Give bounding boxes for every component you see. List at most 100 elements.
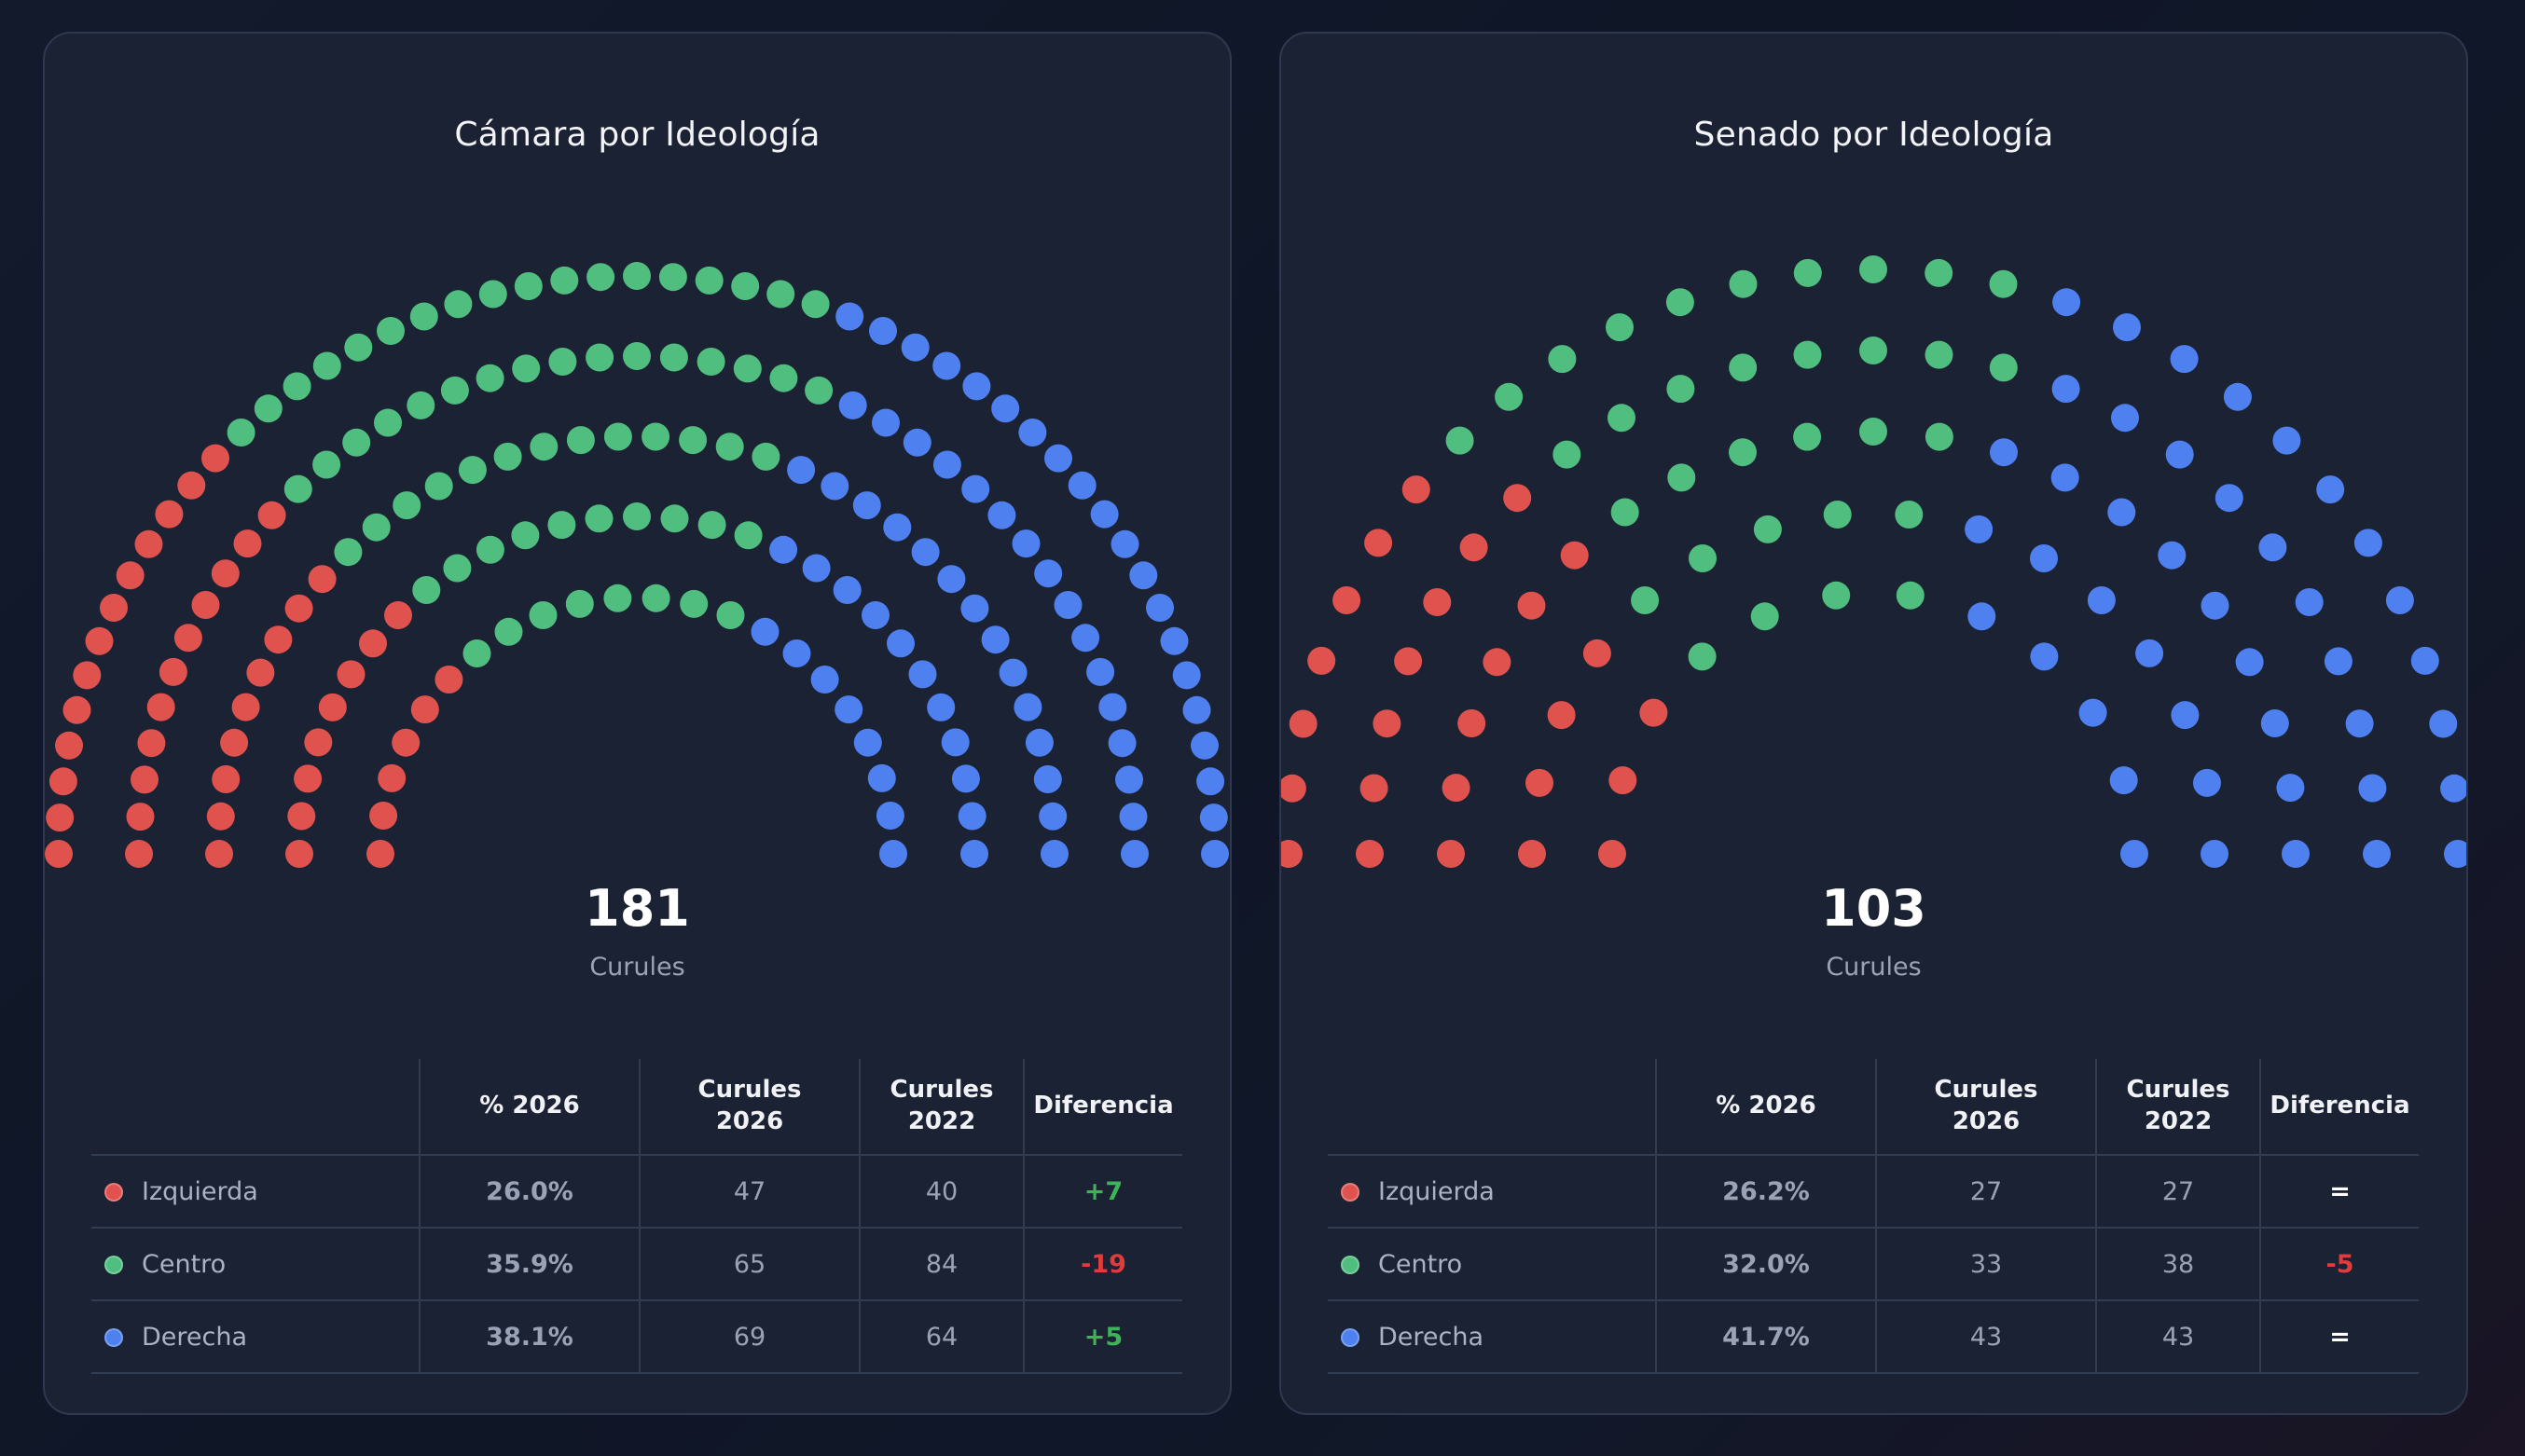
centro-seat bbox=[1859, 418, 1887, 446]
derecha-seat bbox=[1172, 661, 1201, 690]
centro-seat bbox=[734, 521, 763, 550]
derecha-seat bbox=[2276, 774, 2305, 803]
table-header-row: % 2026 Curules 2026 Curules 2022 Diferenci… bbox=[91, 1059, 1182, 1156]
izquierda-seat bbox=[201, 444, 229, 473]
derecha-seat bbox=[927, 693, 956, 721]
pct-cell: 41.7% bbox=[1655, 1300, 1876, 1374]
centro-seat bbox=[512, 354, 541, 383]
izquierda-seat bbox=[1483, 648, 1511, 677]
derecha-seat bbox=[2135, 639, 2164, 667]
izquierda-seat bbox=[45, 840, 73, 868]
table-row: Derecha 41.7% 43 43 = bbox=[1328, 1300, 2419, 1374]
centro-seat bbox=[1925, 258, 1953, 287]
izquierda-seat bbox=[1459, 533, 1488, 562]
izquierda-seat bbox=[100, 594, 128, 622]
centro-seat bbox=[476, 535, 504, 564]
izquierda-seat bbox=[294, 764, 323, 793]
izquierda-seat bbox=[1442, 774, 1470, 803]
derecha-seat bbox=[887, 629, 915, 658]
izquierda-seat bbox=[369, 802, 398, 830]
derecha-seat bbox=[2030, 544, 2058, 572]
curules-2022-cell: 40 bbox=[859, 1155, 1024, 1229]
header-curules-2022: Curules 2022 bbox=[2095, 1059, 2260, 1156]
centro-seat bbox=[547, 511, 576, 540]
row-name-cell: Derecha bbox=[91, 1300, 420, 1374]
derecha-seat bbox=[1041, 840, 1069, 868]
derecha-seat bbox=[1034, 559, 1063, 588]
derecha-seat bbox=[1012, 529, 1041, 558]
izquierda-seat bbox=[287, 802, 316, 831]
centro-seat bbox=[407, 391, 435, 419]
izquierda-seat bbox=[1332, 586, 1361, 614]
row-name: Centro bbox=[142, 1249, 227, 1279]
centro-seat bbox=[377, 317, 405, 345]
centro-seat bbox=[733, 354, 762, 383]
derecha-dot-icon bbox=[1341, 1327, 1359, 1347]
derecha-seat bbox=[867, 763, 896, 792]
derecha-seat bbox=[1146, 594, 1174, 622]
izquierda-seat bbox=[410, 695, 439, 724]
derecha-seat bbox=[2215, 484, 2243, 513]
centro-seat bbox=[1548, 345, 1577, 374]
derecha-seat bbox=[2353, 529, 2382, 557]
derecha-seat bbox=[1196, 767, 1225, 796]
centro-seat bbox=[1753, 515, 1782, 543]
derecha-seat bbox=[932, 450, 961, 479]
centro-seat bbox=[680, 589, 709, 618]
izquierda-seat bbox=[1598, 840, 1626, 868]
derecha-seat bbox=[2051, 375, 2080, 404]
centro-seat bbox=[623, 262, 651, 290]
izquierda-seat bbox=[211, 559, 240, 588]
row-name: Derecha bbox=[142, 1322, 248, 1352]
centro-seat bbox=[642, 422, 670, 451]
centro-seat bbox=[603, 422, 632, 451]
izquierda-seat bbox=[125, 840, 153, 868]
izquierda-seat bbox=[1423, 588, 1452, 616]
izquierda-seat bbox=[1394, 647, 1423, 676]
senado-hemicycle-chart bbox=[1281, 255, 2466, 868]
izquierda-seat bbox=[137, 729, 166, 758]
curules-2026-cell: 43 bbox=[1875, 1300, 2096, 1374]
centro-seat bbox=[1895, 501, 1924, 529]
derecha-seat bbox=[958, 802, 987, 831]
izquierda-seat bbox=[159, 657, 187, 686]
derecha-seat bbox=[987, 501, 1016, 529]
centro-seat bbox=[1729, 438, 1757, 467]
header-pct-2026: % 2026 bbox=[1655, 1059, 1876, 1156]
derecha-seat bbox=[1115, 765, 1143, 794]
derecha-seat bbox=[2107, 498, 2136, 527]
centro-seat bbox=[514, 272, 543, 300]
derecha-seat bbox=[2030, 642, 2059, 671]
derecha-seat bbox=[2272, 426, 2301, 455]
curules-2022-cell: 43 bbox=[2095, 1300, 2260, 1374]
camara-total: 181 bbox=[585, 879, 690, 938]
izquierda-seat bbox=[205, 840, 233, 868]
centro-seat bbox=[476, 364, 504, 392]
pct-cell: 32.0% bbox=[1655, 1228, 1876, 1301]
izquierda-seat bbox=[46, 804, 75, 832]
table-row: Centro 35.9% 65 84 -19 bbox=[91, 1228, 1182, 1301]
centro-seat bbox=[623, 502, 651, 530]
centro-seat bbox=[283, 474, 312, 503]
izquierda-seat bbox=[285, 840, 313, 868]
senado-panel: Senado por Ideología 103 Curules % 2026 … bbox=[1279, 32, 2468, 1415]
izquierda-seat bbox=[231, 693, 260, 721]
izquierda-seat bbox=[173, 624, 202, 652]
derecha-seat bbox=[810, 666, 839, 694]
izquierda-seat bbox=[85, 626, 114, 655]
derecha-seat bbox=[2120, 840, 2148, 868]
derecha-seat bbox=[1071, 624, 1100, 652]
senado-total-label: Curules bbox=[1826, 953, 1922, 982]
izquierda-seat bbox=[1373, 709, 1401, 738]
centro-seat bbox=[548, 348, 577, 376]
derecha-seat bbox=[883, 513, 912, 542]
derecha-seat bbox=[2324, 647, 2353, 676]
row-name: Izquierda bbox=[1378, 1176, 1495, 1206]
derecha-seat bbox=[1033, 765, 1062, 793]
izquierda-seat bbox=[1517, 591, 1546, 620]
pct-cell: 35.9% bbox=[419, 1228, 640, 1301]
izquierda-seat bbox=[1437, 840, 1465, 868]
row-name-cell: Centro bbox=[1328, 1228, 1656, 1301]
derecha-seat bbox=[802, 554, 831, 583]
derecha-seat bbox=[1018, 419, 1047, 446]
